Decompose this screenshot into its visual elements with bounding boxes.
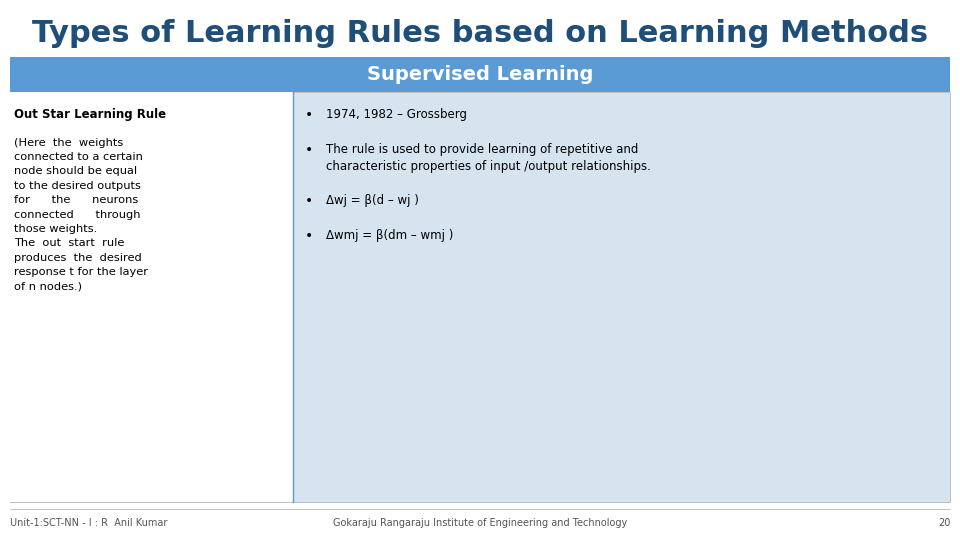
FancyBboxPatch shape bbox=[10, 92, 293, 502]
Text: Δwj = β(d – wj ): Δwj = β(d – wj ) bbox=[326, 194, 420, 207]
FancyBboxPatch shape bbox=[10, 57, 950, 92]
Text: •: • bbox=[305, 230, 314, 244]
Text: Δwmj = β(dm – wmj ): Δwmj = β(dm – wmj ) bbox=[326, 230, 454, 242]
Text: •: • bbox=[305, 108, 314, 122]
Text: •: • bbox=[305, 143, 314, 157]
Text: Gokaraju Rangaraju Institute of Engineering and Technology: Gokaraju Rangaraju Institute of Engineer… bbox=[333, 518, 627, 528]
Text: (Here  the  weights
connected to a certain
node should be equal
to the desired o: (Here the weights connected to a certain… bbox=[14, 138, 149, 292]
Text: The rule is used to provide learning of repetitive and
characteristic properties: The rule is used to provide learning of … bbox=[326, 143, 651, 173]
Text: 20: 20 bbox=[938, 518, 950, 528]
FancyBboxPatch shape bbox=[10, 92, 950, 502]
Text: Out Star Learning Rule: Out Star Learning Rule bbox=[14, 108, 166, 121]
Text: Types of Learning Rules based on Learning Methods: Types of Learning Rules based on Learnin… bbox=[32, 19, 928, 48]
Text: •: • bbox=[305, 194, 314, 208]
Text: Supervised Learning: Supervised Learning bbox=[367, 65, 593, 84]
Text: Unit-1:SCT-NN - I : R  Anil Kumar: Unit-1:SCT-NN - I : R Anil Kumar bbox=[10, 518, 167, 528]
Text: 1974, 1982 – Grossberg: 1974, 1982 – Grossberg bbox=[326, 108, 468, 121]
